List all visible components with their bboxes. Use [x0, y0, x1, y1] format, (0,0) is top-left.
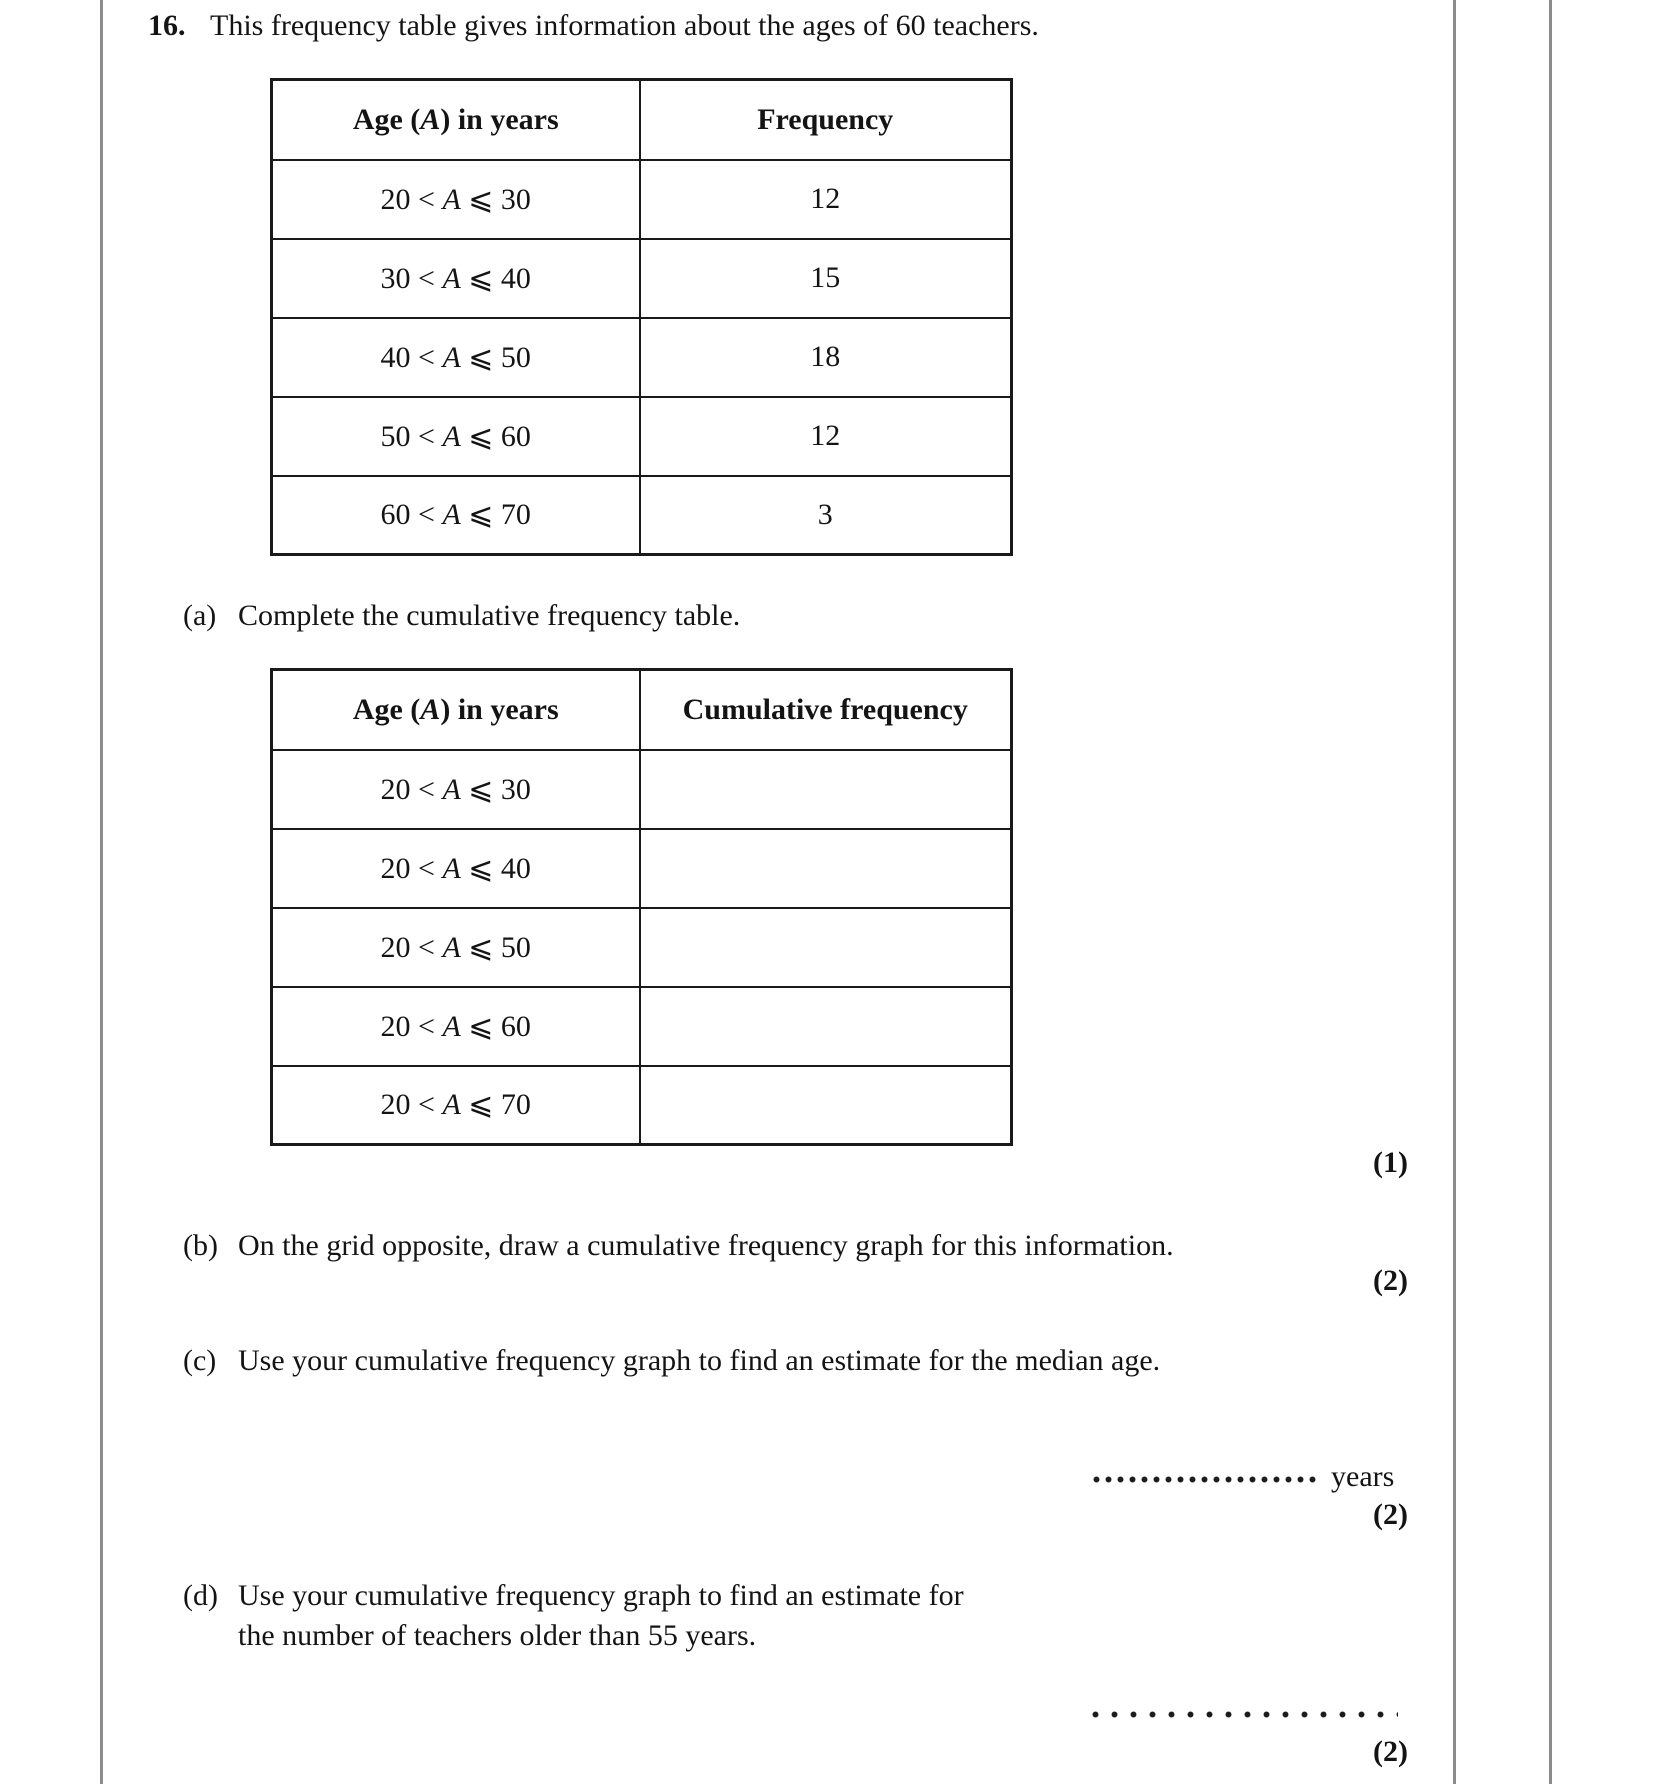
teachers-count-answer-line[interactable] — [1092, 1711, 1398, 1718]
age-range-cell: 60 < A ⩽ 70 — [270, 474, 641, 556]
part-b: (b) On the grid opposite, draw a cumulat… — [183, 1226, 1174, 1266]
cumulative-table-age-header: Age (A) in years — [270, 668, 641, 751]
table-row: 30 < A ⩽ 40 15 — [270, 237, 1013, 319]
age-range-cell: 50 < A ⩽ 60 — [270, 395, 641, 477]
question-intro: This frequency table gives information a… — [210, 9, 1039, 42]
age-range-cell: 20 < A ⩽ 30 — [270, 158, 641, 240]
median-answer-unit: years — [1331, 1460, 1395, 1493]
cumulative-frequency-table: Age (A) in years Cumulative frequency 20… — [270, 668, 1013, 1146]
part-d-label: (d) — [183, 1579, 218, 1612]
table-row: 20 < A ⩽ 30 — [270, 748, 1013, 830]
part-a: (a) Complete the cumulative frequency ta… — [183, 596, 740, 636]
age-range-cell: 20 < A ⩽ 30 — [270, 748, 641, 830]
part-b-text: On the grid opposite, draw a cumulative … — [238, 1229, 1174, 1262]
part-c-marks: (2) — [1373, 1498, 1408, 1531]
frequency-value-cell: 3 — [638, 474, 1013, 556]
table-row: 20 < A ⩽ 70 — [270, 1064, 1013, 1146]
part-a-marks: (1) — [1373, 1146, 1408, 1179]
part-d-text-line1: Use your cumulative frequency graph to f… — [238, 1579, 964, 1612]
frequency-table-age-header: Age (A) in years — [270, 78, 641, 161]
frequency-value-cell: 15 — [638, 237, 1013, 319]
frequency-value-cell: 18 — [638, 316, 1013, 398]
age-range-cell: 40 < A ⩽ 50 — [270, 316, 641, 398]
part-c-text: Use your cumulative frequency graph to f… — [238, 1344, 1161, 1377]
age-range-cell: 20 < A ⩽ 50 — [270, 906, 641, 988]
part-d-marks: (2) — [1373, 1735, 1408, 1768]
cumulative-table-cf-header: Cumulative frequency — [638, 668, 1013, 751]
part-d: (d) Use your cumulative frequency graph … — [183, 1576, 964, 1656]
age-range-cell: 20 < A ⩽ 70 — [270, 1064, 641, 1146]
table-row: 50 < A ⩽ 60 12 — [270, 395, 1013, 477]
table-row: 20 < A ⩽ 30 12 — [270, 158, 1013, 240]
table-row: 20 < A ⩽ 40 — [270, 827, 1013, 909]
part-a-label: (a) — [183, 599, 217, 632]
part-d-text-line2: the number of teachers older than 55 yea… — [238, 1619, 757, 1652]
age-range-cell: 20 < A ⩽ 60 — [270, 985, 641, 1067]
cumulative-frequency-input-cell[interactable] — [638, 827, 1013, 909]
frequency-table-frequency-header: Frequency — [638, 78, 1013, 161]
cumulative-frequency-input-cell[interactable] — [638, 748, 1013, 830]
cumulative-frequency-input-cell[interactable] — [638, 906, 1013, 988]
table-row: 60 < A ⩽ 70 3 — [270, 474, 1013, 556]
cumulative-frequency-input-cell[interactable] — [638, 1064, 1013, 1146]
frequency-table: Age (A) in years Frequency 20 < A ⩽ 30 1… — [270, 78, 1013, 556]
part-b-label: (b) — [183, 1229, 218, 1262]
right-margin-rule-outer — [1549, 0, 1552, 1784]
table-row: 20 < A ⩽ 50 — [270, 906, 1013, 988]
cumulative-frequency-input-cell[interactable] — [638, 985, 1013, 1067]
median-answer-line[interactable] — [1093, 1476, 1317, 1483]
part-c-label: (c) — [183, 1344, 217, 1377]
part-d-text: Use your cumulative frequency graph to f… — [238, 1576, 964, 1656]
left-margin-rule — [100, 0, 103, 1784]
age-range-cell: 20 < A ⩽ 40 — [270, 827, 641, 909]
frequency-value-cell: 12 — [638, 158, 1013, 240]
age-range-cell: 30 < A ⩽ 40 — [270, 237, 641, 319]
question-number: 16. — [148, 9, 186, 42]
part-b-marks: (2) — [1373, 1264, 1408, 1297]
right-margin-rule-inner — [1453, 0, 1456, 1784]
part-c: (c) Use your cumulative frequency graph … — [183, 1341, 1160, 1381]
table-row: 20 < A ⩽ 60 — [270, 985, 1013, 1067]
table-row: 40 < A ⩽ 50 18 — [270, 316, 1013, 398]
question-header: 16. This frequency table gives informati… — [148, 6, 1039, 46]
part-a-text: Complete the cumulative frequency table. — [238, 599, 741, 632]
frequency-value-cell: 12 — [638, 395, 1013, 477]
